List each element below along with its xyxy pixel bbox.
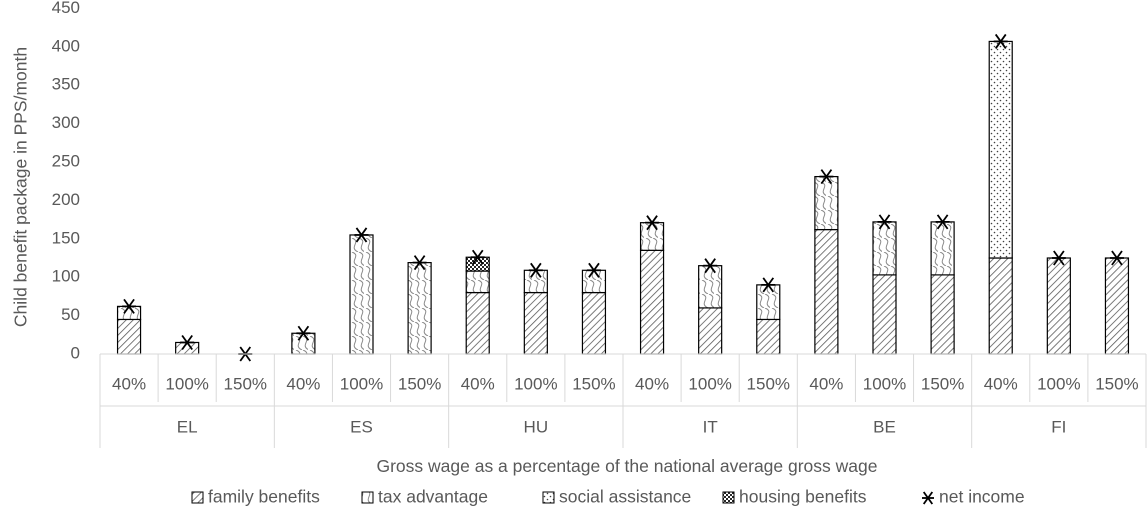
group-label-it: IT (703, 417, 718, 436)
bar-segment-family-benefits (581, 291, 607, 355)
y-axis-title: Child benefit package in PPS/month (11, 47, 31, 327)
legend-label-family-benefits: family benefits (208, 487, 320, 507)
group-label-es: ES (350, 417, 373, 436)
plot-area (116, 33, 1130, 362)
net-income-marker (586, 262, 601, 278)
legend: family benefits tax advantage social assis… (191, 487, 1025, 507)
bar-segment-tax-advantage (116, 305, 142, 321)
y-tick-label: 200 (52, 190, 80, 209)
bar-segment-social-assistance (988, 40, 1013, 259)
bar-segment-tax-advantage (639, 222, 665, 251)
x-tick-label: 100% (688, 374, 731, 393)
bar-segment-family-benefits (988, 257, 1013, 355)
legend-label-social-assistance: social assistance (559, 487, 691, 507)
y-tick-label: 0 (71, 343, 80, 362)
legend-label-tax-advantage: tax advantage (378, 487, 488, 507)
legend-swatch-net-income (922, 491, 934, 505)
x-tick-label: 100% (165, 374, 208, 393)
group-label-hu: HU (524, 417, 549, 436)
x-tick-label: 100% (1037, 374, 1080, 393)
legend-swatch-housing-benefits (722, 491, 735, 504)
net-income-marker (354, 227, 369, 243)
net-income-marker (528, 262, 543, 278)
legend-swatch-family-benefits (191, 491, 204, 504)
bar-segment-tax-advantage (581, 269, 607, 294)
group-label-be: BE (873, 417, 896, 436)
net-income-marker (761, 277, 776, 293)
bar-segment-family-benefits (930, 274, 955, 355)
bar-segment-tax-advantage (523, 269, 548, 294)
bar-segment-tax-advantage (407, 262, 432, 355)
net-income-marker (122, 298, 137, 314)
bar-segment-tax-advantage (756, 284, 781, 321)
x-axis-title: Gross wage as a percentage of the nation… (376, 456, 877, 476)
net-income-marker (645, 215, 660, 231)
bar-segment-family-benefits (175, 341, 200, 355)
x-tick-label: 100% (340, 374, 383, 393)
bar-segment-tax-advantage (698, 265, 723, 309)
x-tick-label: 150% (747, 374, 790, 393)
x-tick-label: 40% (984, 374, 1018, 393)
x-tick-label: 40% (635, 374, 669, 393)
legend-label-housing-benefits: housing benefits (739, 487, 867, 507)
y-tick-label: 50 (61, 305, 80, 324)
x-tick-label: 150% (398, 374, 441, 393)
group-label-el: EL (177, 417, 198, 436)
x-tick-label: 40% (809, 374, 843, 393)
legend-swatch-social-assistance (542, 491, 555, 504)
bar-segment-tax-advantage (930, 221, 955, 276)
y-tick-label: 250 (52, 151, 80, 170)
bar-segment-family-benefits (523, 291, 548, 355)
bar-segment-tax-advantage (872, 221, 897, 276)
x-tick-label: 40% (286, 374, 320, 393)
y-tick-label: 350 (52, 75, 80, 94)
x-tick-label: 150% (1095, 374, 1138, 393)
bar-segment-tax-advantage (349, 234, 374, 355)
net-income-marker (1109, 250, 1124, 266)
bar-segment-family-benefits (639, 249, 665, 355)
bar-segment-family-benefits (756, 318, 781, 355)
net-income-marker (1051, 250, 1066, 266)
bar-segment-tax-advantage (291, 332, 316, 355)
net-income-marker (993, 33, 1008, 49)
y-tick-label: 300 (52, 113, 80, 132)
net-income-marker (412, 255, 427, 271)
x-tick-label: 150% (921, 374, 964, 393)
net-income-marker (180, 334, 195, 351)
x-tick-label: 100% (514, 374, 557, 393)
y-tick-label: 150 (52, 228, 80, 247)
y-tick-label: 100 (52, 267, 80, 286)
bar-segment-family-benefits (1046, 257, 1071, 355)
bar-segment-family-benefits (872, 274, 897, 355)
net-income-marker (877, 214, 892, 230)
legend-swatch-tax-advantage (361, 491, 374, 504)
bar-segment-family-benefits (698, 307, 723, 355)
bar-segment-tax-advantage (814, 175, 839, 231)
x-tick-label: 40% (461, 374, 495, 393)
net-income-marker (819, 169, 834, 185)
legend-label-net-income: net income (939, 487, 1025, 507)
net-income-marker (296, 325, 311, 341)
y-tick-label: 400 (52, 36, 80, 55)
x-tick-label: 40% (112, 374, 146, 393)
bar-segment-family-benefits (116, 318, 142, 355)
net-income-marker (470, 249, 485, 265)
x-axis: 40% 100% 150% EL 40% 100% 150% ES 40% 100% 150% HU 4… (99, 353, 1147, 448)
x-tick-label: 150% (572, 374, 615, 393)
x-tick-label: 100% (863, 374, 906, 393)
y-axis: 0 50 100 150 200 250 300 350 400 450 (52, 0, 80, 362)
bar-segment-family-benefits (465, 291, 490, 355)
x-tick-label: 150% (224, 374, 267, 393)
bar-segment-family-benefits (1104, 257, 1130, 355)
bar-segment-family-benefits (814, 228, 839, 355)
bar-segment-tax-advantage (465, 270, 490, 294)
group-label-fi: FI (1051, 417, 1066, 436)
net-income-marker (935, 214, 950, 230)
y-tick-label: 450 (52, 0, 80, 17)
net-income-marker (703, 258, 718, 274)
bar-segment-housing-benefits (465, 256, 490, 272)
